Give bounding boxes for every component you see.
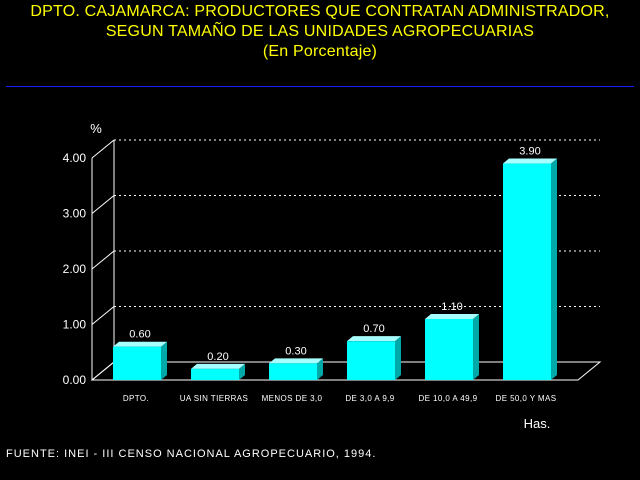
bar bbox=[269, 363, 317, 380]
bar-top bbox=[503, 158, 557, 164]
bar-side bbox=[161, 341, 167, 380]
y-axis-diagonal bbox=[91, 250, 115, 270]
bar-top bbox=[113, 341, 167, 347]
bar-top bbox=[269, 358, 323, 364]
y-tick-label: 1.00 bbox=[63, 318, 87, 332]
bar-value-label: 0.70 bbox=[363, 323, 384, 335]
chart-floor bbox=[90, 361, 602, 381]
bar-value-label: 0.60 bbox=[129, 329, 150, 341]
y-axis-diagonal bbox=[91, 139, 115, 159]
bar bbox=[113, 346, 161, 380]
title-line-3: (En Porcentaje) bbox=[262, 43, 378, 60]
bar bbox=[347, 341, 395, 380]
x-tick-label: UA SIN TIERRAS bbox=[180, 394, 249, 403]
bar-value-label: 0.30 bbox=[285, 345, 306, 357]
y-tick-label: 3.00 bbox=[63, 207, 87, 221]
x-tick-label: MENOS DE 3,0 bbox=[262, 394, 323, 403]
y-axis-title: % bbox=[90, 121, 102, 136]
chart-title: DPTO. CAJAMARCA: PRODUCTORES QUE CONTRAT… bbox=[0, 2, 640, 62]
y-tick-label: 4.00 bbox=[63, 151, 87, 165]
y-tick-label: 2.00 bbox=[63, 262, 87, 276]
bar-value-label: 3.90 bbox=[519, 146, 540, 158]
y-axis-diagonal bbox=[91, 306, 115, 325]
y-tick-label: 0.00 bbox=[63, 373, 87, 387]
bar-side bbox=[395, 336, 401, 380]
bar-top bbox=[347, 336, 401, 342]
bar bbox=[191, 368, 239, 380]
title-line-2: SEGUN TAMAÑO DE LAS UNIDADES AGROPECUARI… bbox=[105, 23, 535, 40]
source-note: FUENTE: INEI - III CENSO NACIONAL AGROPE… bbox=[6, 448, 377, 460]
bar-side bbox=[551, 158, 557, 380]
title-line-1: DPTO. CAJAMARCA: PRODUCTORES QUE CONTRAT… bbox=[30, 3, 610, 20]
bar-side bbox=[239, 363, 245, 380]
x-tick-label: DE 50,0 Y MAS bbox=[496, 394, 557, 403]
x-tick-label: DE 10,0 A 49,9 bbox=[419, 394, 478, 403]
bar-top bbox=[425, 313, 479, 319]
bar bbox=[425, 318, 473, 380]
x-axis-title: Has. bbox=[524, 416, 551, 431]
bar-side bbox=[473, 313, 479, 380]
bar-side bbox=[317, 358, 323, 380]
title-divider bbox=[6, 86, 634, 87]
y-axis-diagonal bbox=[91, 195, 115, 214]
x-tick-label: DE 3,0 A 9,9 bbox=[345, 394, 394, 403]
x-tick-label: DPTO. bbox=[123, 394, 149, 403]
bar-value-label: 0.20 bbox=[207, 351, 228, 363]
bar bbox=[503, 163, 551, 380]
bar-top bbox=[191, 363, 245, 369]
bar-value-label: 1.10 bbox=[441, 301, 462, 313]
